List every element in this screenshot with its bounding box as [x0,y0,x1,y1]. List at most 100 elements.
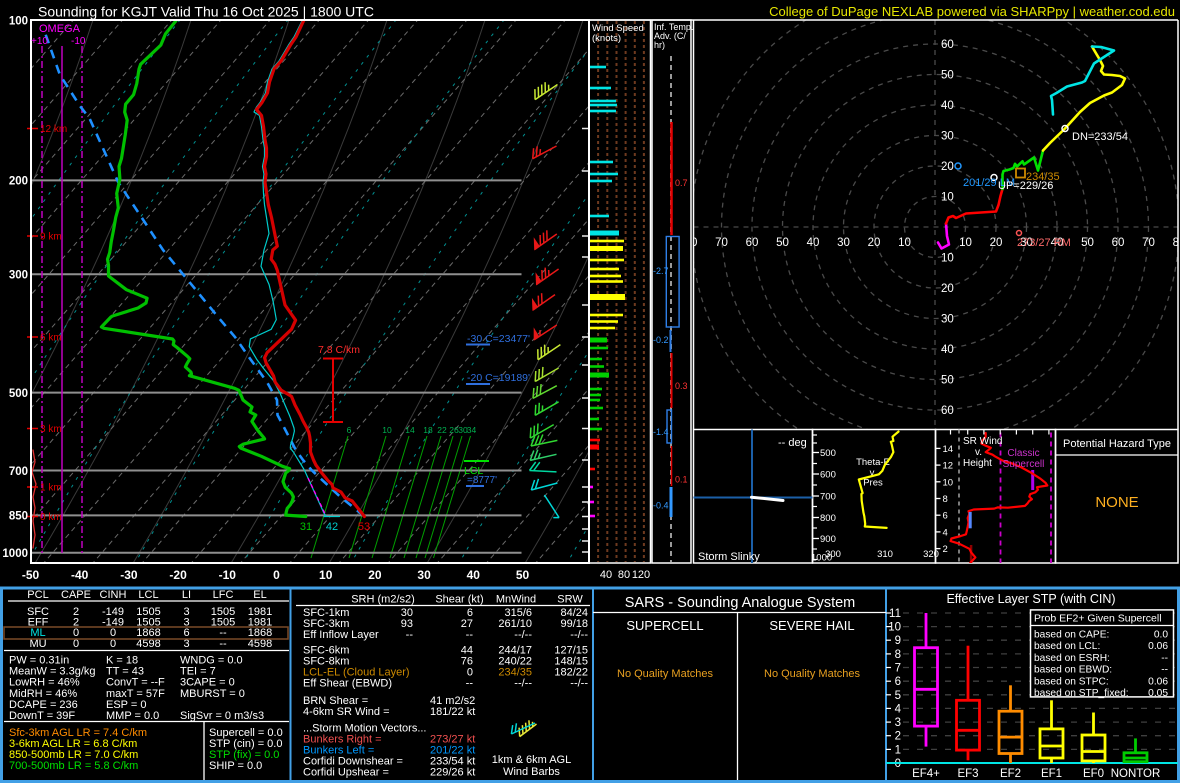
svg-text:6: 6 [895,676,901,688]
svg-text:60: 60 [746,237,759,249]
svg-text:70: 70 [715,237,728,249]
svg-text:Prob EF2+ Given Supercell: Prob EF2+ Given Supercell [1034,613,1162,625]
svg-text:Theta-E: Theta-E [856,457,890,468]
svg-text:10: 10 [319,568,333,582]
svg-text:SEVERE HAIL: SEVERE HAIL [769,618,854,633]
svg-text:84/24: 84/24 [560,607,588,619]
svg-text:SR Wind: SR Wind [963,436,1002,447]
svg-text:3CAPE = 0: 3CAPE = 0 [180,677,235,689]
svg-text:3: 3 [183,638,189,650]
svg-text:240/22: 240/22 [498,656,532,668]
svg-text:2: 2 [895,731,901,743]
svg-text:320: 320 [923,549,939,560]
svg-text:22: 22 [437,425,447,435]
svg-text:No Quality Matches: No Quality Matches [764,668,860,680]
svg-text:900: 900 [820,534,836,545]
svg-text:10: 10 [959,237,972,249]
svg-text:Eff Shear (EBWD): Eff Shear (EBWD) [303,678,392,690]
svg-text:120: 120 [632,569,650,581]
svg-text:244/17: 244/17 [498,645,532,657]
svg-text:10: 10 [941,253,954,265]
svg-text:0: 0 [273,568,280,582]
svg-text:60: 60 [941,39,954,51]
svg-text:50: 50 [1081,237,1094,249]
svg-text:-0.4: -0.4 [653,501,669,511]
svg-text:310: 310 [877,549,893,560]
svg-text:6: 6 [347,425,352,435]
svg-text:STP (cin) = 0.0: STP (cin) = 0.0 [209,738,282,750]
svg-text:10: 10 [943,477,954,488]
svg-text:ESP = 0: ESP = 0 [106,699,146,711]
svg-text:700: 700 [820,492,836,503]
svg-text:500: 500 [820,448,836,459]
svg-text:OMEGA: OMEGA [39,23,81,35]
svg-text:234/35: 234/35 [498,667,532,679]
svg-text:500: 500 [9,388,28,400]
svg-text:40: 40 [807,237,820,249]
svg-text:-10: -10 [71,36,86,47]
svg-text:0.06: 0.06 [1148,641,1168,652]
svg-text:1505: 1505 [136,606,160,618]
svg-text:--/--: --/-- [570,678,588,690]
svg-text:-0.2: -0.2 [653,335,669,345]
svg-text:NONTOR: NONTOR [1111,768,1161,780]
svg-text:0.7: 0.7 [675,178,688,188]
svg-text:Eff Inflow Layer: Eff Inflow Layer [303,629,379,641]
svg-text:0: 0 [467,667,473,679]
svg-text:6 km: 6 km [40,333,62,344]
svg-text:1: 1 [895,744,901,756]
svg-text:40: 40 [1051,237,1064,249]
svg-text:20: 20 [368,568,382,582]
svg-text:CAPE: CAPE [61,589,91,601]
svg-text:3: 3 [895,717,901,729]
svg-text:Supercell = 0.0: Supercell = 0.0 [209,727,283,739]
svg-text:-50: -50 [22,568,40,582]
svg-text:4598: 4598 [248,638,272,650]
svg-text:SUPERCELL: SUPERCELL [626,618,703,633]
svg-text:273/27 RM: 273/27 RM [1017,237,1071,249]
svg-text:NONE: NONE [1095,494,1138,511]
svg-text:1505: 1505 [211,606,235,618]
svg-text:7: 7 [895,663,901,675]
svg-text:30: 30 [1020,237,1033,249]
svg-text:9: 9 [895,635,901,647]
svg-text:SHIP = 0.0: SHIP = 0.0 [209,760,262,772]
svg-text:Supercell: Supercell [1003,459,1045,470]
svg-text:4-6km SR Wind =: 4-6km SR Wind = [303,706,390,718]
svg-text:10: 10 [941,192,954,204]
svg-text:maxT = 57F: maxT = 57F [106,688,165,700]
svg-text:4: 4 [943,527,948,538]
svg-text:3: 3 [183,617,189,629]
svg-text:LCL: LCL [464,465,483,477]
svg-text:TT = 43: TT = 43 [106,666,144,678]
svg-text:0: 0 [73,627,79,639]
svg-text:Inf. Temp.: Inf. Temp. [654,22,693,32]
svg-text:DCAPE = 236: DCAPE = 236 [9,699,78,711]
svg-text:-20: -20 [169,568,187,582]
svg-text:MU: MU [29,638,46,650]
svg-text:3: 3 [183,606,189,618]
svg-text:based on ESRH:: based on ESRH: [1034,653,1110,664]
svg-text:200: 200 [9,176,28,188]
svg-text:7.8 C/km: 7.8 C/km [318,344,360,356]
svg-text:SFC-6km: SFC-6km [303,645,349,657]
svg-text:Pres: Pres [863,478,883,489]
svg-text:100: 100 [9,15,28,27]
svg-text:-30: -30 [120,568,138,582]
svg-text:-40: -40 [71,568,89,582]
svg-text:No Quality Matches: No Quality Matches [617,668,713,680]
svg-text:6: 6 [183,627,189,639]
svg-text:1 km: 1 km [40,483,62,494]
svg-text:3 km: 3 km [40,424,62,435]
svg-text:60: 60 [941,405,954,417]
svg-text:8: 8 [943,494,948,505]
svg-text:SFC-8km: SFC-8km [303,656,349,668]
svg-text:1km & 6km AGL: 1km & 6km AGL [492,754,571,766]
svg-text:Corfidi Downshear =: Corfidi Downshear = [303,756,403,768]
svg-text:93: 93 [401,618,413,630]
svg-text:6: 6 [467,607,473,619]
svg-text:LowRH = 46%: LowRH = 46% [9,677,80,689]
svg-text:41 m2/s2: 41 m2/s2 [430,695,475,707]
svg-text:--: -- [466,629,474,641]
svg-text:Potential Hazard Type: Potential Hazard Type [1063,438,1171,450]
